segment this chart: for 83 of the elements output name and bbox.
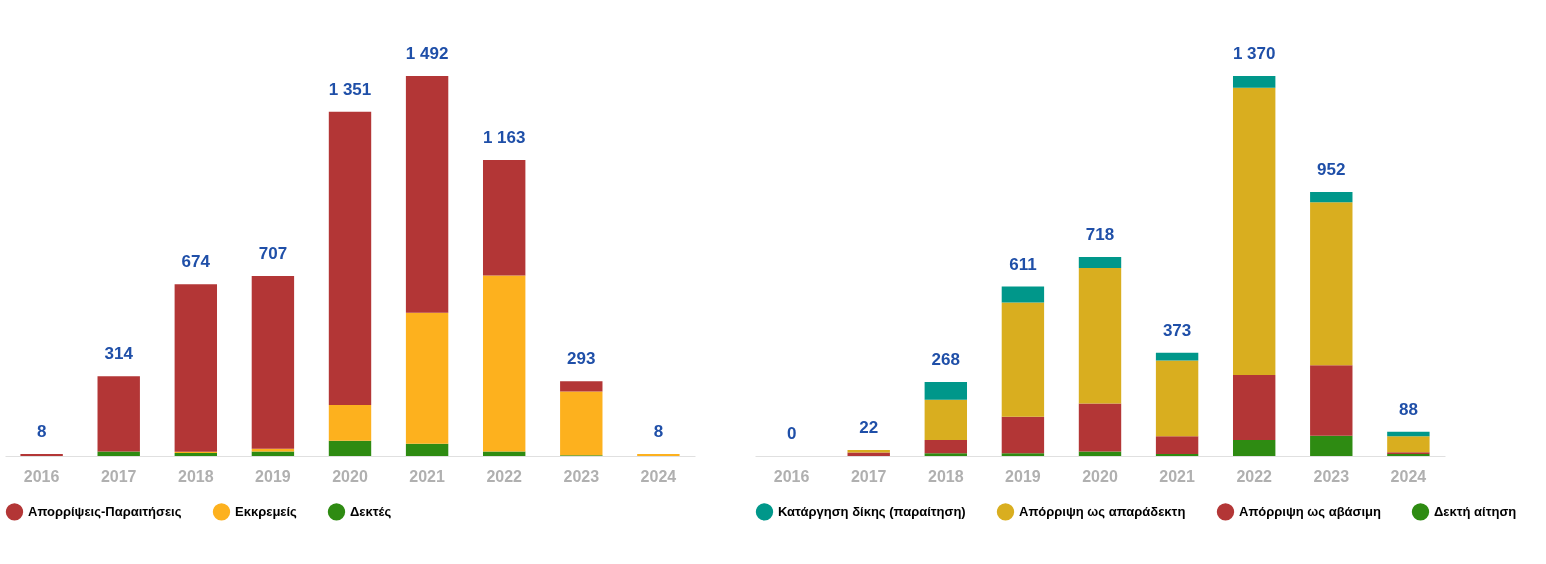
annotation: 0 [786,424,797,443]
legend-label: Απόρριψη ως απαράδεκτη [1019,503,1186,519]
x-tick-label: 2021 [1159,467,1195,485]
bar [1078,256,1122,268]
bar [1078,403,1122,452]
bar [1155,352,1199,361]
x-tick-label: 2023 [563,467,600,485]
bar [482,451,526,456]
bar [1001,286,1045,303]
annotation: 1 492 [405,44,449,63]
bar [405,443,449,456]
bar [482,159,526,276]
annotation: 293 [567,349,596,369]
bar [924,440,968,454]
bar [1078,451,1122,456]
bar [1155,436,1199,455]
bar [328,111,372,406]
bar [1078,267,1122,404]
legend-label: Κατάργηση δίκης (παραίτηση) [778,503,966,519]
bar [1155,360,1199,437]
legend-label: Απόρριψη ως αβάσιμη [1239,503,1382,519]
bar [1001,453,1045,456]
bar [1387,436,1430,453]
bar [97,376,140,452]
legend-label: Απορρίψεις-Παραιτήσεις [28,503,182,519]
annotation: 373 [1162,320,1192,340]
bar [405,312,449,444]
bar [97,451,140,456]
x-tick-label: 2022 [486,467,523,485]
x-tick-label: 2020 [332,467,368,485]
legend-label: Δεκτή αίτηση [1434,503,1517,519]
bar [1310,435,1353,456]
bar [1232,87,1276,376]
bar [924,399,968,441]
x-tick-label: 2017 [850,467,887,485]
bar [1232,375,1276,441]
legend-label: Δεκτές [350,503,392,519]
bar [251,275,295,449]
bar [1232,76,1276,88]
bar [174,284,218,452]
x-tick-label: 2021 [409,467,445,485]
annotation: 22 [859,417,879,437]
annotation: 268 [931,349,960,369]
bar [560,391,603,456]
bar [328,440,372,456]
bar [482,275,526,452]
x-tick-label: 2020 [1082,467,1118,485]
annotation: 1 351 [328,79,372,99]
x-tick-label: 2016 [23,467,60,485]
bar [924,381,968,400]
x-tick-label: 2019 [255,467,291,485]
annotation: 1 163 [482,127,526,147]
annotation: 718 [1085,224,1115,244]
annotation: 8 [653,422,664,442]
bar [251,451,295,456]
x-tick-label: 2018 [178,467,214,485]
annotation: 674 [181,252,211,272]
bar [405,76,449,313]
bar [560,381,603,392]
annotation: 611 [1009,254,1037,274]
bar [1310,365,1353,436]
bar [1001,302,1045,417]
x-tick-label: 2024 [1390,467,1427,485]
bar [1001,416,1045,454]
annotation: 314 [104,344,134,364]
legend-label: Εκκρεμείς [235,503,298,519]
annotation: 1 370 [1232,44,1276,63]
bar [1232,440,1276,456]
annotation: 88 [1398,399,1418,419]
x-tick-label: 2016 [773,467,810,485]
x-tick-label: 2019 [1005,467,1041,485]
x-tick-label: 2017 [100,467,137,485]
annotation: 707 [258,243,288,263]
x-tick-label: 2018 [928,467,964,485]
bar [328,405,372,441]
x-tick-label: 2022 [1236,467,1273,485]
annotation: 952 [1317,159,1346,179]
bar [1310,202,1353,366]
x-tick-label: 2023 [1313,467,1350,485]
bar [924,453,968,456]
bar [1310,191,1353,203]
annotation: 8 [36,422,47,442]
x-tick-label: 2024 [640,467,677,485]
